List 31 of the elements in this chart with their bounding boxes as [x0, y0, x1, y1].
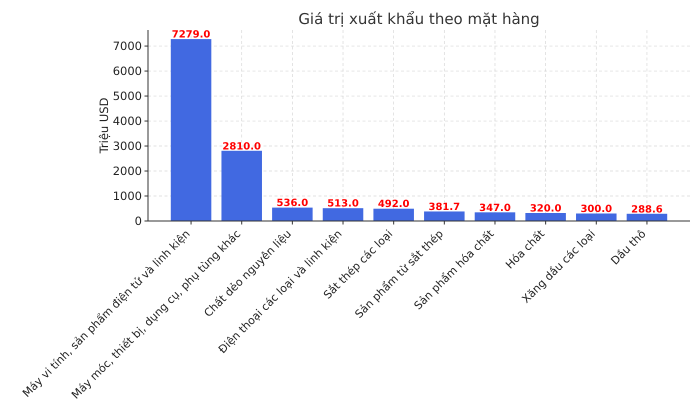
data-label: 347.0	[479, 202, 511, 214]
data-label: 7279.0	[172, 30, 210, 41]
data-label: 288.6	[631, 204, 663, 216]
data-label: 536.0	[276, 198, 308, 210]
y-tick-label: 7000	[112, 39, 142, 54]
data-label: 300.0	[580, 204, 612, 216]
y-axis-title: Triệu USD	[97, 97, 111, 154]
data-label: 381.7	[428, 202, 460, 213]
y-tick-label: 2000	[112, 164, 142, 178]
y-tick-label: 4000	[112, 114, 142, 128]
bar	[474, 212, 516, 221]
x-tick-label: Dầu thô	[608, 227, 649, 268]
bar	[322, 208, 364, 221]
data-label: 492.0	[378, 199, 410, 210]
data-label: 320.0	[530, 204, 562, 215]
y-tick-label: 1000	[112, 189, 142, 204]
y-tick-label: 3000	[112, 139, 142, 154]
y-tick-label: 0	[134, 214, 142, 228]
data-label: 2810.0	[222, 141, 262, 152]
bar	[424, 211, 465, 221]
y-tick-label: 5000	[112, 89, 142, 104]
bar	[373, 208, 414, 221]
bar	[221, 150, 262, 221]
data-label: 513.0	[327, 198, 359, 210]
bar	[626, 214, 668, 221]
bar	[170, 39, 212, 221]
bar	[272, 208, 313, 221]
chart-title: Giá trị xuất khẩu theo mặt hàng	[298, 10, 540, 28]
bar	[576, 214, 617, 221]
y-tick-label: 6000	[112, 64, 142, 78]
bar	[525, 213, 566, 221]
